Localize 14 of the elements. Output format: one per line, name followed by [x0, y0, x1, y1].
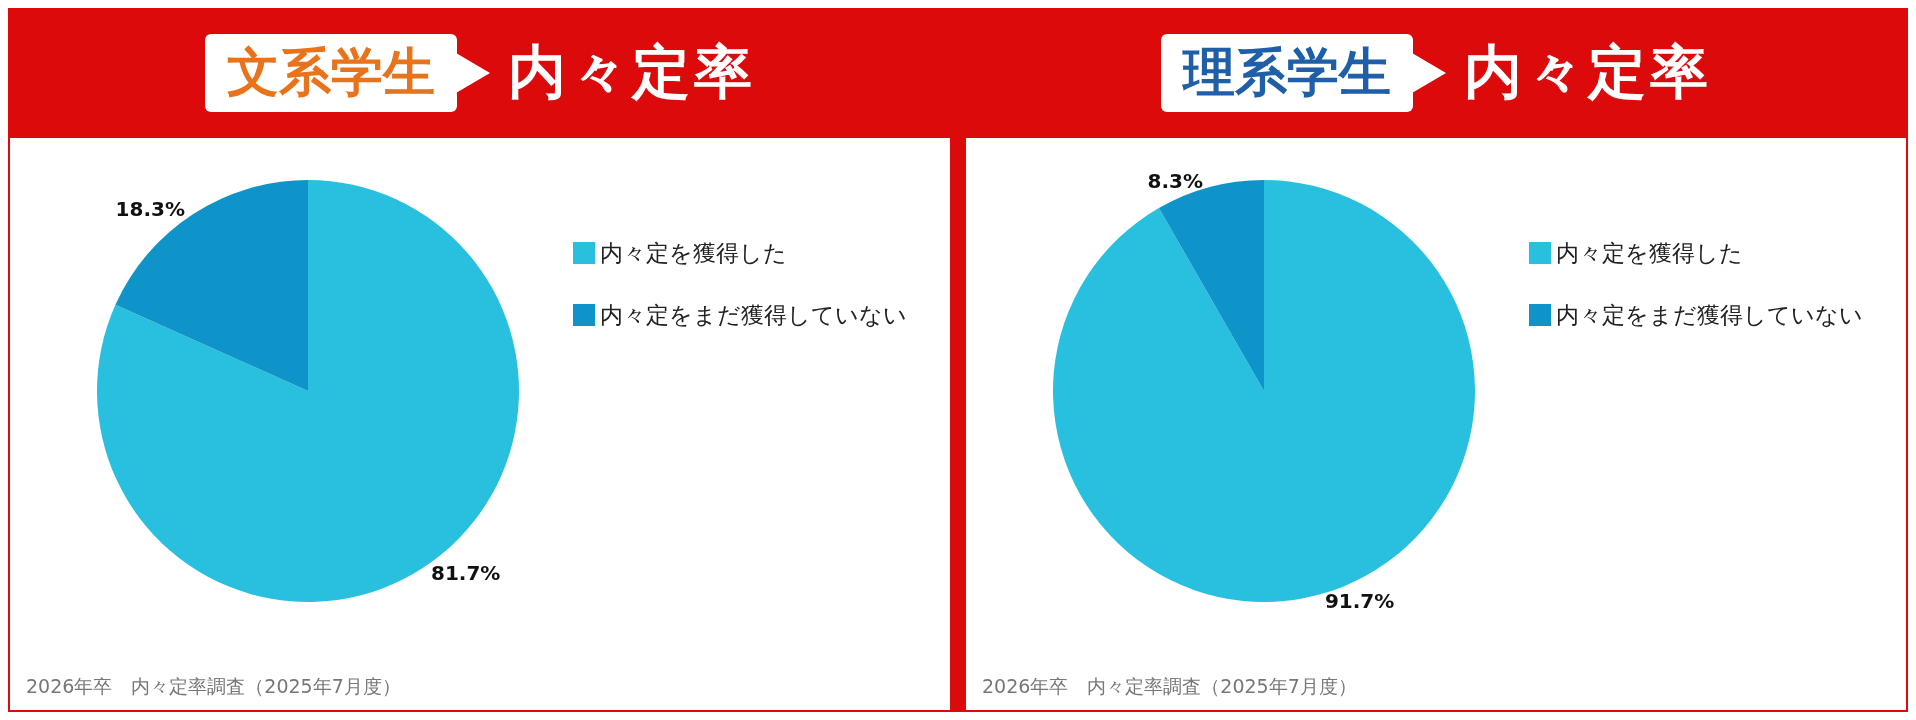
legend-label: 内々定をまだ獲得していない — [1556, 302, 1863, 328]
legend-label: 内々定をまだ獲得していない — [600, 302, 907, 328]
chart-title: 理系学生 — [1160, 34, 1413, 112]
chart-subtitle: 内々定率 — [507, 37, 756, 108]
data-label: 8.3% — [1147, 169, 1204, 194]
text: 2026年卒 内々定率調査（2025年7月度） — [982, 674, 1357, 699]
data-label: 91.7% — [1324, 588, 1395, 613]
text: 2026年卒 内々定率調査（2025年7月度） — [26, 674, 401, 699]
legend-label: 内々定を獲得した — [600, 240, 787, 266]
data-label: 81.7% — [431, 561, 501, 586]
chart-title: 文系学生 — [204, 34, 457, 112]
legend-label: 内々定を獲得した — [1556, 240, 1743, 266]
chart-subtitle: 内々定率 — [1463, 37, 1712, 108]
data-label: 18.3% — [115, 196, 185, 221]
